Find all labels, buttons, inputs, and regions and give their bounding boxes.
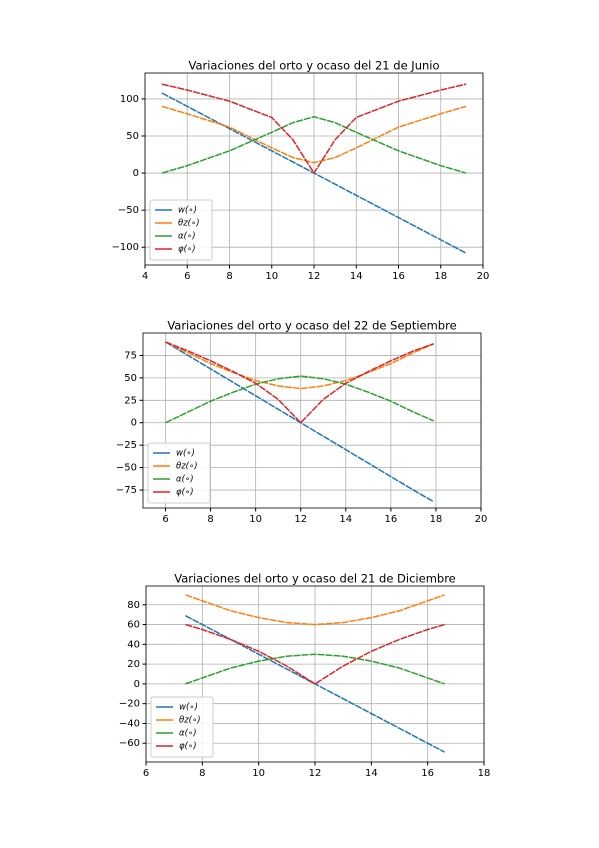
x-tick-label: 12 (294, 514, 307, 525)
x-tick-label: 6 (162, 514, 168, 525)
series-line (185, 594, 445, 626)
x-tick-label: 16 (421, 768, 434, 779)
legend-box (150, 696, 214, 758)
chart-title: Variaciones del orto y ocaso del 21 de D… (174, 572, 456, 586)
y-tick-label: −50 (116, 463, 137, 474)
y-tick-label: 40 (127, 639, 140, 650)
series-line (165, 375, 434, 424)
plot-frame (145, 585, 485, 763)
x-tick-label: 12 (309, 768, 322, 779)
y-tick-label: −40 (119, 718, 140, 729)
x-tick-label: 10 (252, 768, 265, 779)
y-tick-label: 25 (124, 395, 137, 406)
y-tick-label: −20 (119, 699, 140, 710)
x-tick-label: 14 (339, 514, 352, 525)
x-tick-label: 12 (308, 271, 321, 282)
y-tick-label: 0 (131, 418, 137, 429)
legend-text: w(∘) (178, 206, 197, 216)
x-tick-label: 8 (226, 271, 232, 282)
y-tick-label: 100 (120, 94, 139, 105)
y-tick-label: −75 (116, 485, 137, 496)
x-tick-label: 18 (430, 514, 443, 525)
legend-text: θz(∘) (179, 716, 201, 726)
plot-frame (142, 332, 482, 509)
legend-text: φ(∘) (179, 742, 197, 752)
legend-text: α(∘) (179, 729, 197, 739)
plot-frame (144, 72, 484, 266)
x-tick-label: 20 (477, 271, 490, 282)
series-line (165, 341, 434, 390)
legend-text: θz(∘) (176, 462, 198, 472)
x-tick-label: 10 (265, 271, 278, 282)
legend-text: φ(∘) (178, 245, 196, 255)
x-tick-label: 10 (249, 514, 262, 525)
x-tick-label: 6 (143, 768, 149, 779)
series-line (161, 83, 467, 175)
legend-box (147, 442, 211, 504)
y-tick-label: −25 (116, 440, 137, 451)
y-tick-label: −50 (118, 205, 139, 216)
x-tick-label: 6 (184, 271, 190, 282)
legend-text: α(∘) (176, 475, 194, 485)
y-tick-label: 80 (127, 600, 140, 611)
x-tick-label: 8 (199, 768, 205, 779)
x-tick-label: 20 (475, 514, 488, 525)
y-tick-label: 75 (124, 350, 137, 361)
series-line (161, 115, 467, 174)
legend-text: θz(∘) (178, 219, 200, 229)
legend-text: φ(∘) (176, 488, 194, 498)
x-tick-label: 16 (392, 271, 405, 282)
x-tick-label: 8 (207, 514, 213, 525)
y-tick-label: 50 (124, 373, 137, 384)
legend-box (149, 199, 213, 261)
x-tick-label: 4 (142, 271, 148, 282)
x-tick-label: 14 (365, 768, 378, 779)
x-tick-label: 18 (478, 768, 491, 779)
legend-text: w(∘) (176, 449, 195, 459)
series-line (165, 341, 435, 503)
series-line (165, 341, 434, 424)
series-line (161, 105, 467, 164)
y-tick-label: 50 (126, 131, 139, 142)
y-tick-label: −100 (112, 242, 139, 253)
x-tick-label: 16 (384, 514, 397, 525)
y-tick-label: −60 (119, 738, 140, 749)
chart-title: Variaciones del orto y ocaso del 21 de J… (188, 59, 439, 73)
series-line (185, 614, 445, 753)
y-tick-label: 0 (134, 679, 140, 690)
y-tick-label: 0 (133, 168, 139, 179)
series-line (185, 653, 445, 685)
series-line (185, 623, 445, 685)
y-tick-label: 20 (127, 659, 140, 670)
y-tick-label: 60 (127, 620, 140, 631)
x-tick-label: 14 (350, 271, 363, 282)
legend-text: w(∘) (179, 703, 198, 713)
legend-text: α(∘) (178, 232, 196, 242)
x-tick-label: 18 (434, 271, 447, 282)
chart-title: Variaciones del orto y ocaso del 22 de S… (167, 319, 456, 333)
